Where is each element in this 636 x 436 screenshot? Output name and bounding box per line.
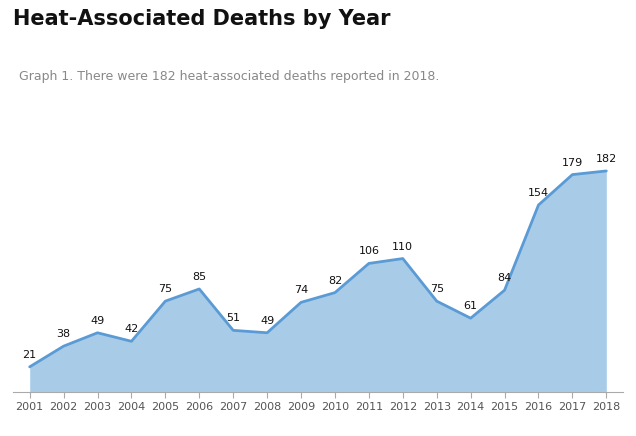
- Text: 21: 21: [23, 350, 37, 360]
- Text: 106: 106: [358, 246, 380, 256]
- Text: 82: 82: [328, 276, 342, 286]
- Text: 75: 75: [430, 284, 444, 294]
- Text: 51: 51: [226, 313, 240, 324]
- Text: 49: 49: [260, 316, 274, 326]
- Text: 74: 74: [294, 286, 308, 296]
- Text: 179: 179: [562, 158, 583, 168]
- Text: 38: 38: [57, 329, 71, 339]
- Text: 182: 182: [596, 154, 617, 164]
- Text: Heat-Associated Deaths by Year: Heat-Associated Deaths by Year: [13, 9, 391, 29]
- Text: 75: 75: [158, 284, 172, 294]
- Text: 85: 85: [192, 272, 206, 282]
- Text: 84: 84: [497, 273, 512, 283]
- Text: 49: 49: [90, 316, 105, 326]
- Text: 110: 110: [392, 242, 413, 252]
- Text: 154: 154: [528, 188, 549, 198]
- Text: 42: 42: [124, 324, 139, 334]
- Text: Graph 1. There were 182 heat-associated deaths reported in 2018.: Graph 1. There were 182 heat-associated …: [19, 70, 439, 83]
- Text: 61: 61: [464, 301, 478, 311]
